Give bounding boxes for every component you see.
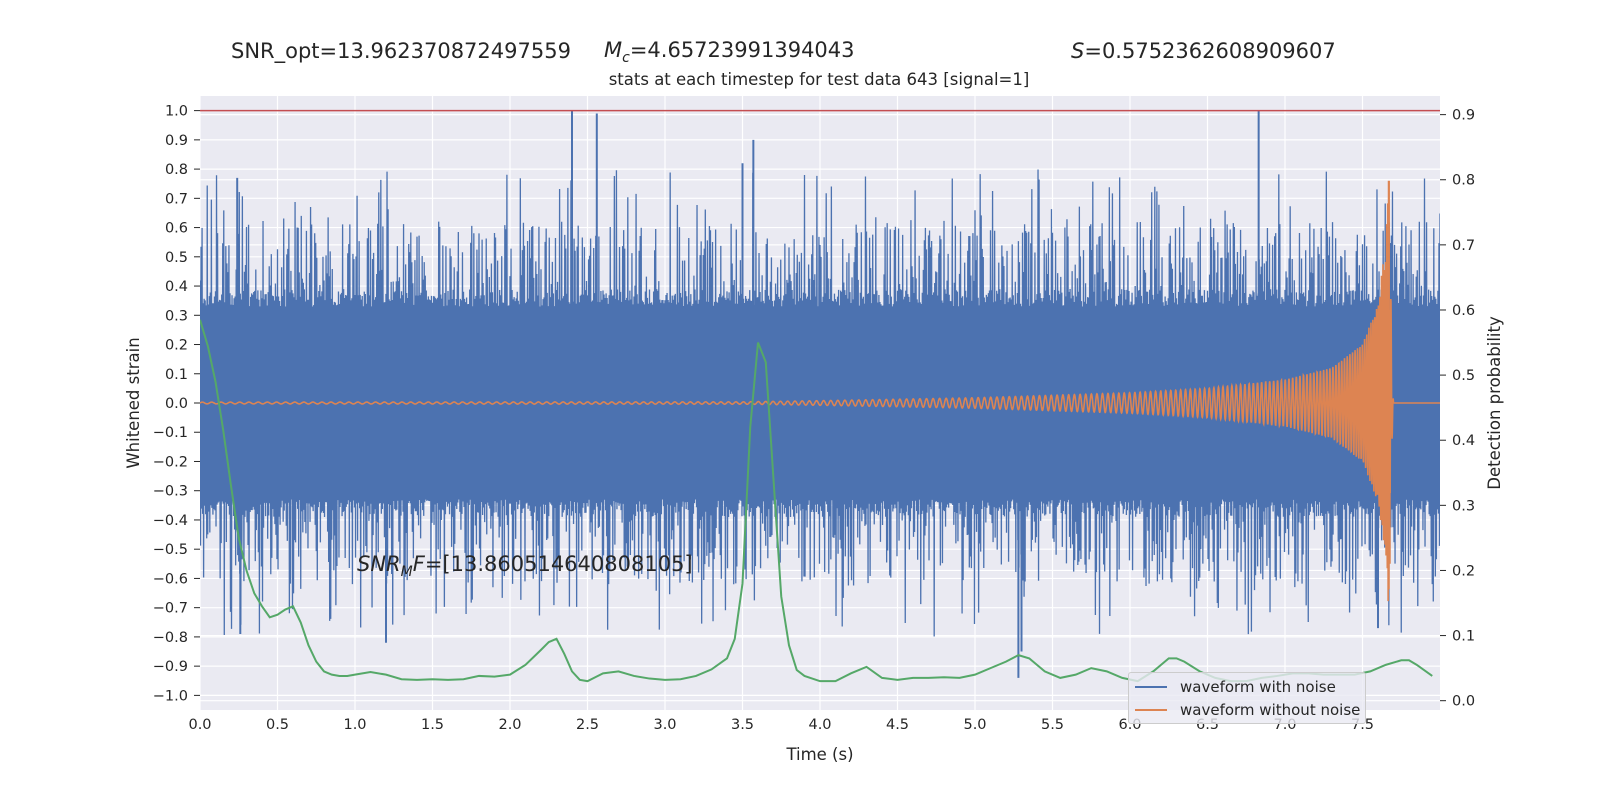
y-tick-label: 0.3	[165, 308, 188, 324]
y-tick-label: 0.5	[165, 250, 188, 266]
y-tick-label: 0.2	[165, 338, 188, 354]
right-y-tick-label: 0.1	[1452, 629, 1475, 645]
series-waveform-without-noise	[200, 203, 1440, 602]
series-detection-probability	[200, 319, 1433, 683]
snr-opt-text: SNR_opt=13.962370872497559	[231, 39, 571, 63]
x-tick-label: 4.0	[808, 717, 831, 733]
x-tick-label: 3.5	[731, 717, 754, 733]
right-y-tick-label: 0.5	[1452, 368, 1475, 384]
chart-title: stats at each timestep for test data 643…	[0, 70, 1600, 89]
x-tick-label: 4.5	[886, 717, 909, 733]
chirp-mass-symbol: M	[604, 38, 623, 62]
x-tick-label: 5.5	[1041, 717, 1064, 733]
legend-item-noise: waveform with noise	[1135, 676, 1336, 698]
x-tick-label: 1.0	[343, 717, 366, 733]
y-tick-label: −0.3	[153, 484, 188, 500]
chart-title-text: stats at each timestep for test data 643…	[608, 70, 1030, 89]
y-tick-label: −0.5	[153, 542, 188, 558]
chirp-mass-value: =4.65723991394043	[629, 38, 855, 62]
right-y-tick-label: 0.6	[1452, 303, 1475, 319]
y-tick-label: 0.7	[165, 191, 188, 207]
s-symbol: S	[1071, 39, 1085, 63]
y-tick-label: −1.0	[153, 688, 188, 704]
snr-mf-symbol: SNR	[357, 552, 401, 576]
legend-swatch-noise	[1135, 686, 1167, 688]
right-y-tick-label: 0.3	[1452, 498, 1475, 514]
y-tick-label: 0.9	[165, 133, 188, 149]
right-y-tick-label: 0.8	[1452, 173, 1475, 189]
x-tick-label: 1.5	[421, 717, 444, 733]
x-tick-label: 2.0	[498, 717, 521, 733]
snr-opt-label: SNR_opt=13.962370872497559	[231, 39, 571, 63]
y-tick-label: −0.1	[153, 425, 188, 441]
chirp-mass-label: Mc=4.65723991394043	[604, 38, 855, 66]
y-tick-label: 0.0	[165, 396, 188, 412]
right-y-tick-label: 0.9	[1452, 108, 1475, 124]
right-y-tick-label: 0.0	[1452, 694, 1475, 710]
y-tick-label: −0.2	[153, 454, 188, 470]
snr-mf-annotation: SNRMF=[13.860514640808105]	[357, 552, 693, 580]
right-y-tick-label: 0.4	[1452, 433, 1475, 449]
x-axis-label: Time (s)	[785, 745, 853, 764]
y-tick-label: 0.6	[165, 221, 188, 237]
snr-mf-symbol-suffix: F	[412, 552, 425, 576]
y-tick-label: −0.9	[153, 659, 188, 675]
y-axis-label: Whitened strain	[124, 337, 143, 468]
y-tick-label: −0.6	[153, 571, 188, 587]
snr-mf-subscript: M	[400, 564, 413, 581]
chirp-mass-subscript: c	[622, 50, 630, 67]
x-tick-label: 2.5	[576, 717, 599, 733]
series-waveform-with-noise	[200, 169, 1440, 637]
x-tick-label: 3.0	[653, 717, 676, 733]
legend-swatch-clean	[1135, 709, 1167, 711]
x-tick-label: 0.0	[188, 717, 211, 733]
legend-label-noise: waveform with noise	[1180, 678, 1336, 696]
y-tick-label: −0.4	[153, 513, 188, 529]
x-tick-label: 5.0	[963, 717, 986, 733]
x-tick-label: 0.5	[266, 717, 289, 733]
y-tick-label: 0.1	[165, 367, 188, 383]
legend: waveform with noise waveform without noi…	[1128, 672, 1366, 724]
y-tick-label: −0.7	[153, 601, 188, 617]
y-tick-label: −0.8	[153, 630, 188, 646]
s-value: =0.5752362608909607	[1084, 39, 1336, 63]
right-y-tick-label: 0.2	[1452, 563, 1475, 579]
y-tick-label: 0.8	[165, 162, 188, 178]
legend-label-clean: waveform without noise	[1180, 701, 1361, 719]
snr-mf-value: =[13.860514640808105]	[424, 552, 693, 576]
legend-item-clean: waveform without noise	[1135, 699, 1360, 721]
right-y-tick-label: 0.7	[1452, 238, 1475, 254]
y-tick-label: 0.4	[165, 279, 188, 295]
s-label: S=0.5752362608909607	[1071, 39, 1336, 63]
y-tick-label: 1.0	[165, 104, 188, 120]
right-y-axis-label: Detection probability	[1485, 316, 1504, 490]
